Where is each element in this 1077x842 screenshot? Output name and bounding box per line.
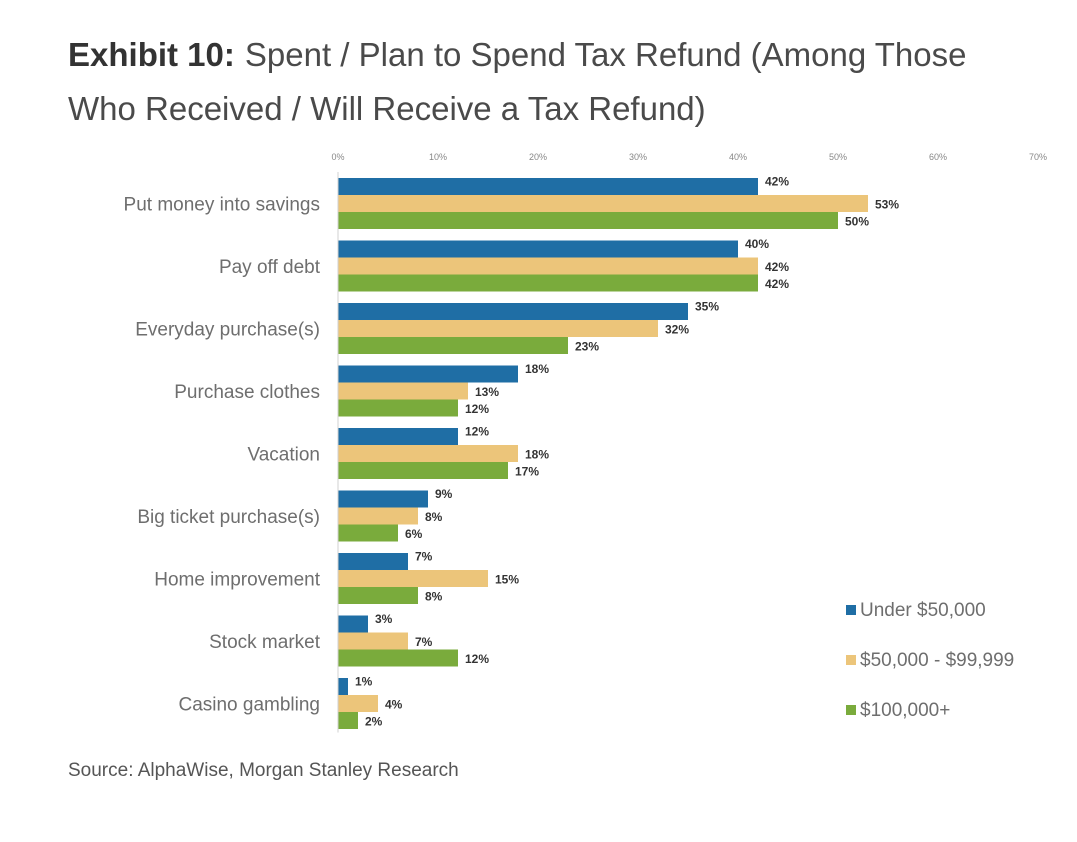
- exhibit-number: Exhibit 10:: [68, 36, 235, 73]
- data-label: 12%: [465, 402, 489, 416]
- x-tick-label: 20%: [529, 152, 547, 162]
- bar-chart: 0% 10% 20% 30% 40% 50% 60% 70% Put money into sa…: [124, 152, 1047, 733]
- data-label: 50%: [845, 215, 869, 229]
- data-label: 35%: [695, 300, 719, 314]
- data-label: 18%: [525, 448, 549, 462]
- bar: [338, 587, 418, 604]
- bar: [338, 553, 408, 570]
- bar: [338, 178, 758, 195]
- category-label: Home improvement: [154, 570, 320, 591]
- data-label: 8%: [425, 510, 443, 524]
- category-label: Big ticket purchase(s): [137, 507, 320, 528]
- bar: [338, 382, 468, 400]
- bar: [338, 678, 348, 695]
- data-label: 12%: [465, 425, 489, 439]
- data-label: 42%: [765, 260, 789, 274]
- data-label: 23%: [575, 340, 599, 354]
- x-tick-label: 50%: [829, 152, 847, 162]
- bar: [338, 649, 458, 667]
- bar: [338, 240, 738, 258]
- data-label: 12%: [465, 652, 489, 666]
- category-label: Casino gambling: [178, 695, 320, 716]
- category-label: Put money into savings: [124, 195, 320, 216]
- category-label: Stock market: [209, 632, 321, 653]
- data-label: 4%: [385, 698, 403, 712]
- category-label: Purchase clothes: [174, 382, 320, 403]
- bar: [338, 303, 688, 320]
- data-label: 17%: [515, 465, 539, 479]
- bar: [338, 632, 408, 650]
- data-label: 18%: [525, 362, 549, 376]
- data-label: 40%: [745, 237, 769, 251]
- x-tick-label: 70%: [1029, 152, 1047, 162]
- legend-label: Under $50,000: [860, 600, 986, 621]
- legend-swatch: [846, 605, 856, 615]
- bar: [338, 462, 508, 479]
- x-tick-label: 60%: [929, 152, 947, 162]
- data-label: 15%: [495, 573, 519, 587]
- category-label: Pay off debt: [219, 257, 321, 278]
- bar: [338, 428, 458, 445]
- data-label: 2%: [365, 715, 383, 729]
- data-label: 8%: [425, 590, 443, 604]
- data-label: 13%: [475, 385, 499, 399]
- bar: [338, 695, 378, 712]
- data-label: 53%: [875, 198, 899, 212]
- legend-label: $100,000+: [860, 700, 950, 721]
- data-label: 7%: [415, 550, 433, 564]
- x-tick-label: 30%: [629, 152, 647, 162]
- bar: [338, 445, 518, 462]
- bar: [338, 212, 838, 229]
- data-label: 42%: [765, 277, 789, 291]
- data-label: 42%: [765, 175, 789, 189]
- x-tick-label: 10%: [429, 152, 447, 162]
- bar: [338, 570, 488, 587]
- source-note: Source: AlphaWise, Morgan Stanley Resear…: [68, 760, 459, 781]
- data-label: 9%: [435, 487, 453, 501]
- x-tick-label: 40%: [729, 152, 747, 162]
- bar: [338, 320, 658, 337]
- x-tick-label: 0%: [331, 152, 344, 162]
- bar: [338, 712, 358, 729]
- data-label: 32%: [665, 323, 689, 337]
- bar: [338, 274, 758, 292]
- bar: [338, 195, 868, 212]
- bar: [338, 337, 568, 354]
- category-label: Everyday purchase(s): [135, 320, 320, 341]
- legend-swatch: [846, 655, 856, 665]
- data-label: 6%: [405, 527, 423, 541]
- legend-label: $50,000 - $99,999: [860, 650, 1014, 671]
- bar: [338, 257, 758, 275]
- bar: [338, 490, 428, 508]
- data-label: 1%: [355, 675, 373, 689]
- chart-title: Exhibit 10: Spent / Plan to Spend Tax Ref…: [68, 28, 1028, 136]
- chart-title-text: Spent / Plan to Spend Tax Refund (Among …: [68, 36, 967, 127]
- bar: [338, 507, 418, 525]
- data-label: 7%: [415, 635, 433, 649]
- bar: [338, 615, 368, 633]
- legend-swatch: [846, 705, 856, 715]
- bar: [338, 524, 398, 542]
- bar: [338, 365, 518, 383]
- category-label: Vacation: [247, 445, 320, 466]
- data-label: 3%: [375, 612, 393, 626]
- bar: [338, 399, 458, 417]
